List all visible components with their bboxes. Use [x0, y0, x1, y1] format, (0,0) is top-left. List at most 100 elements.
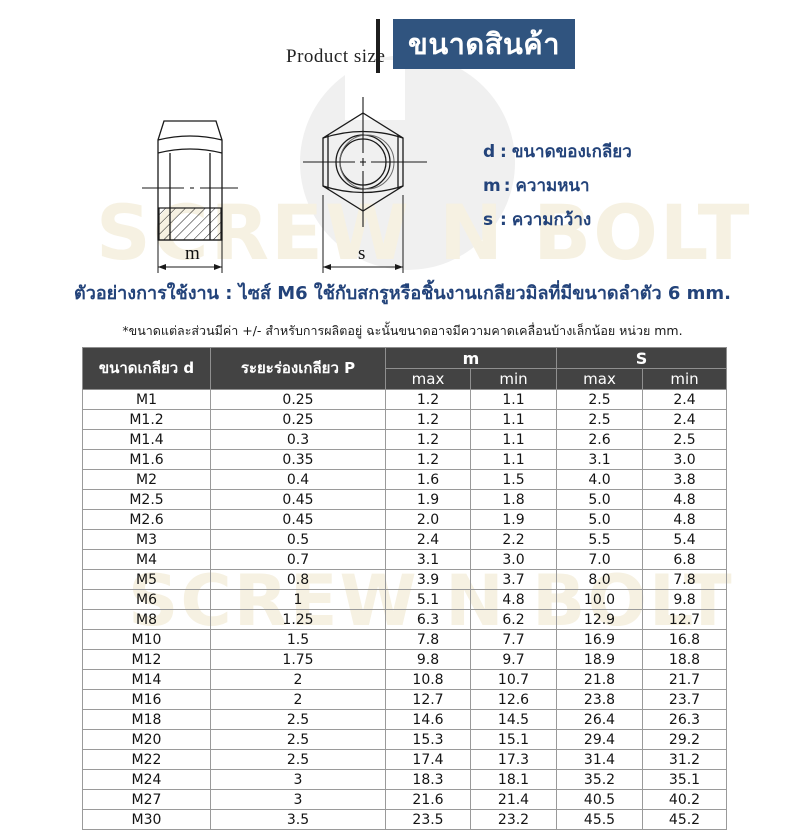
cell-m-max: 3.1	[385, 549, 471, 570]
cell-m-max: 3.9	[385, 569, 471, 590]
cell-s-max: 23.8	[556, 689, 644, 710]
dimension-legend: d : ขนาดของเกลียว m : ความหนา s : ความกว…	[483, 138, 632, 240]
cell-pitch: 0.4	[210, 469, 386, 490]
table-row: M1.2 0.25 1.2 1.1 2.5 2.4	[82, 409, 728, 430]
cell-thread-size: M16	[82, 689, 211, 710]
cell-m-max: 5.1	[385, 589, 471, 610]
technical-drawings: m	[0, 95, 805, 280]
cell-thread-size: M10	[82, 629, 211, 650]
cell-s-min: 26.3	[642, 709, 728, 730]
cell-m-max: 1.6	[385, 469, 471, 490]
cell-thread-size: M27	[82, 789, 211, 810]
col-header-s-min: min	[642, 368, 728, 390]
cell-s-min: 7.8	[642, 569, 728, 590]
table-row: M6 1 5.1 4.8 10.0 9.8	[82, 589, 728, 610]
cell-s-max: 18.9	[556, 649, 644, 670]
table-row: M30 3.5 23.5 23.2 45.5 45.2	[82, 809, 728, 830]
cell-m-min: 1.5	[469, 469, 558, 490]
cell-s-min: 2.5	[642, 429, 728, 450]
cell-pitch: 0.45	[210, 509, 386, 530]
side-view-dimension-label: m	[185, 243, 200, 264]
cell-pitch: 2.5	[210, 709, 386, 730]
cell-s-min: 4.8	[642, 509, 728, 530]
cell-m-min: 3.0	[469, 549, 558, 570]
cell-pitch: 0.45	[210, 489, 386, 510]
legend-colon-m: :	[503, 176, 511, 196]
cell-s-min: 29.2	[642, 729, 728, 750]
cell-m-max: 1.2	[385, 409, 471, 430]
table-row: M12 1.75 9.8 9.7 18.9 18.8	[82, 649, 728, 670]
table-row: M2 0.4 1.6 1.5 4.0 3.8	[82, 469, 728, 490]
cell-s-max: 21.8	[556, 669, 644, 690]
page-title-box: ขนาดสินค้า	[393, 19, 575, 69]
table-row: M22 2.5 17.4 17.3 31.4 31.2	[82, 749, 728, 770]
hex-nut-top-view-drawing	[303, 97, 427, 273]
cell-s-min: 3.0	[642, 449, 728, 470]
legend-key-d: d	[483, 142, 496, 162]
cell-thread-size: M30	[82, 809, 211, 830]
table-row: M14 2 10.8 10.7 21.8 21.7	[82, 669, 728, 690]
col-header-thread-size: ขนาดเกลียว d	[82, 347, 211, 390]
header-divider	[376, 19, 380, 73]
col-header-m-max: max	[385, 368, 471, 390]
cell-pitch: 1.25	[210, 609, 386, 630]
cell-s-min: 18.8	[642, 649, 728, 670]
cell-m-max: 1.9	[385, 489, 471, 510]
legend-desc-m: ความหนา	[515, 176, 590, 196]
cell-m-min: 14.5	[469, 709, 558, 730]
table-row: M1.6 0.35 1.2 1.1 3.1 3.0	[82, 449, 728, 470]
cell-m-max: 18.3	[385, 769, 471, 790]
cell-thread-size: M14	[82, 669, 211, 690]
cell-m-min: 2.2	[469, 529, 558, 550]
cell-m-max: 17.4	[385, 749, 471, 770]
cell-m-min: 4.8	[469, 589, 558, 610]
cell-pitch: 0.25	[210, 389, 386, 410]
hex-nut-side-view-drawing	[142, 120, 238, 273]
cell-thread-size: M12	[82, 649, 211, 670]
table-row: M8 1.25 6.3 6.2 12.9 12.7	[82, 609, 728, 630]
cell-thread-size: M6	[82, 589, 211, 610]
col-header-group-s: S	[556, 347, 728, 369]
cell-m-min: 1.1	[469, 449, 558, 470]
spec-table: ขนาดเกลียว d ระยะร่องเกลียว P m S max mi…	[82, 347, 728, 830]
table-row: M20 2.5 15.3 15.1 29.4 29.2	[82, 729, 728, 750]
cell-pitch: 0.5	[210, 529, 386, 550]
cell-m-max: 2.4	[385, 529, 471, 550]
cell-m-min: 9.7	[469, 649, 558, 670]
cell-m-max: 14.6	[385, 709, 471, 730]
cell-m-max: 7.8	[385, 629, 471, 650]
cell-m-max: 10.8	[385, 669, 471, 690]
cell-s-max: 45.5	[556, 809, 644, 830]
cell-s-max: 29.4	[556, 729, 644, 750]
spec-table-header-row-1: ขนาดเกลียว d ระยะร่องเกลียว P m S	[82, 347, 728, 390]
cell-thread-size: M24	[82, 769, 211, 790]
cell-s-min: 12.7	[642, 609, 728, 630]
cell-pitch: 0.35	[210, 449, 386, 470]
cell-pitch: 1	[210, 589, 386, 610]
table-row: M4 0.7 3.1 3.0 7.0 6.8	[82, 549, 728, 570]
cell-m-min: 1.8	[469, 489, 558, 510]
cell-thread-size: M2	[82, 469, 211, 490]
cell-m-max: 12.7	[385, 689, 471, 710]
table-row: M2.6 0.45 2.0 1.9 5.0 4.8	[82, 509, 728, 530]
cell-pitch: 3.5	[210, 809, 386, 830]
cell-pitch: 2	[210, 689, 386, 710]
cell-pitch: 0.7	[210, 549, 386, 570]
cell-s-max: 3.1	[556, 449, 644, 470]
cell-m-max: 6.3	[385, 609, 471, 630]
cell-m-min: 23.2	[469, 809, 558, 830]
spec-table-header-row-2: max min max min	[83, 368, 728, 390]
cell-s-max: 16.9	[556, 629, 644, 650]
page-title: ขนาดสินค้า	[408, 26, 560, 61]
cell-s-max: 12.9	[556, 609, 644, 630]
cell-s-min: 5.4	[642, 529, 728, 550]
cell-pitch: 2.5	[210, 749, 386, 770]
cell-s-min: 31.2	[642, 749, 728, 770]
cell-s-min: 2.4	[642, 409, 728, 430]
cell-m-max: 1.2	[385, 389, 471, 410]
cell-thread-size: M2.5	[82, 489, 211, 510]
legend-item-s: s : ความกว้าง	[483, 206, 632, 240]
spec-table-container: ขนาดเกลียว d ระยะร่องเกลียว P m S max mi…	[82, 347, 728, 830]
cell-m-min: 17.3	[469, 749, 558, 770]
cell-s-max: 7.0	[556, 549, 644, 570]
